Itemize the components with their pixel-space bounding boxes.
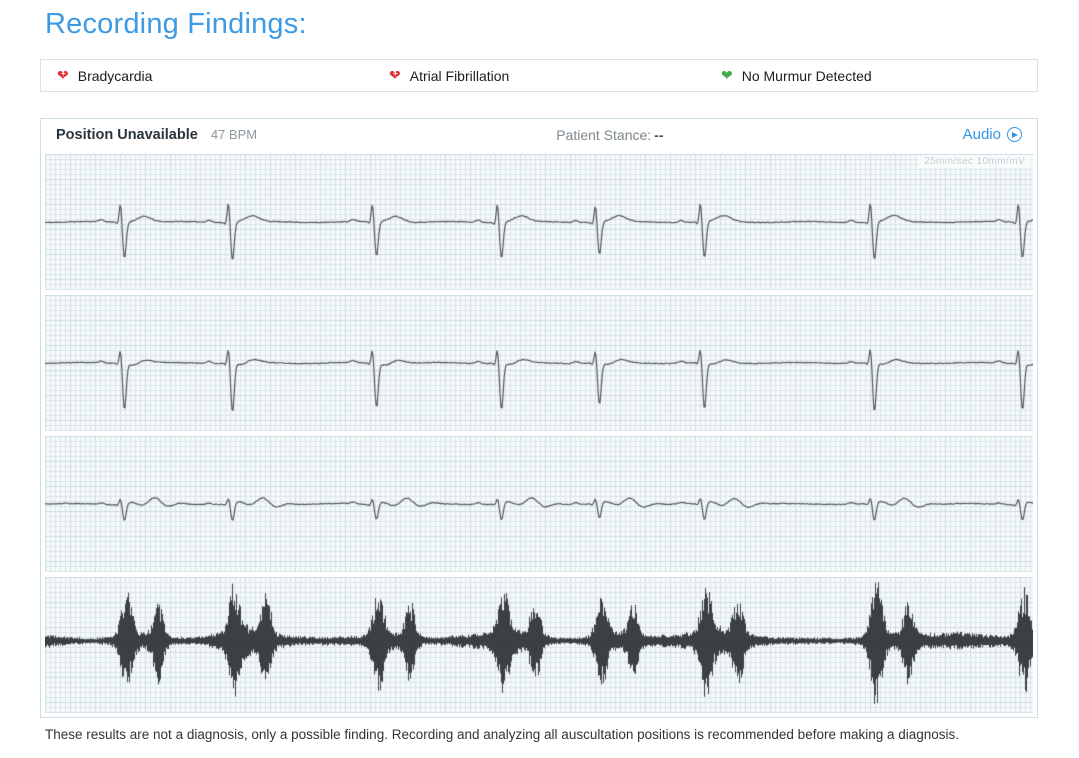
position-group: Position Unavailable 47 BPM [56, 127, 257, 143]
audio-button-label: Audio [962, 126, 1001, 143]
audio-button[interactable]: Audio [963, 126, 1022, 143]
heart-icon: ❤ + [57, 66, 69, 83]
play-circle-icon [1006, 127, 1022, 142]
finding-atrial-fibrillation: ❤ + Atrial Fibrillation [373, 60, 705, 91]
heart-cross-icon: + [393, 69, 398, 78]
page-title: Recording Findings: [45, 8, 307, 40]
disclaimer-text: These results are not a diagnosis, only … [45, 727, 960, 742]
waveform-strips: 25mm/sec 10mm/mV [41, 150, 1037, 717]
ecg-strip-lead-2 [45, 295, 1033, 431]
recording-panel: Position Unavailable 47 BPM Patient Stan… [40, 118, 1038, 718]
recording-findings-page: Recording Findings: ❤ + Bradycardia ❤ + At… [0, 0, 1079, 742]
bpm-value: 47 BPM [210, 126, 258, 142]
finding-label: No Murmur Detected [741, 67, 872, 84]
patient-stance: Patient Stance: -- [556, 127, 663, 143]
finding-label: Bradycardia [77, 67, 153, 84]
finding-label: Atrial Fibrillation [409, 67, 510, 84]
heart-icon: ❤ [721, 66, 733, 83]
patient-stance-value: -- [654, 126, 664, 143]
calibration-label: 25mm/sec 10mm/mV [918, 155, 1031, 168]
finding-no-murmur: ❤ No Murmur Detected [705, 60, 1037, 91]
heart-cross-icon: + [61, 69, 66, 78]
findings-bar: ❤ + Bradycardia ❤ + Atrial Fibrillation ❤ … [40, 59, 1038, 92]
ecg-strip-lead-1 [45, 154, 1033, 290]
heart-icon: ❤ + [389, 66, 401, 83]
ecg-strip-lead-3 [45, 436, 1033, 572]
phonocardiogram-strip [45, 577, 1033, 713]
finding-bradycardia: ❤ + Bradycardia [41, 60, 373, 91]
recording-panel-header: Position Unavailable 47 BPM Patient Stan… [41, 119, 1037, 150]
patient-stance-label: Patient Stance: [556, 126, 652, 143]
position-label: Position Unavailable [56, 126, 198, 143]
